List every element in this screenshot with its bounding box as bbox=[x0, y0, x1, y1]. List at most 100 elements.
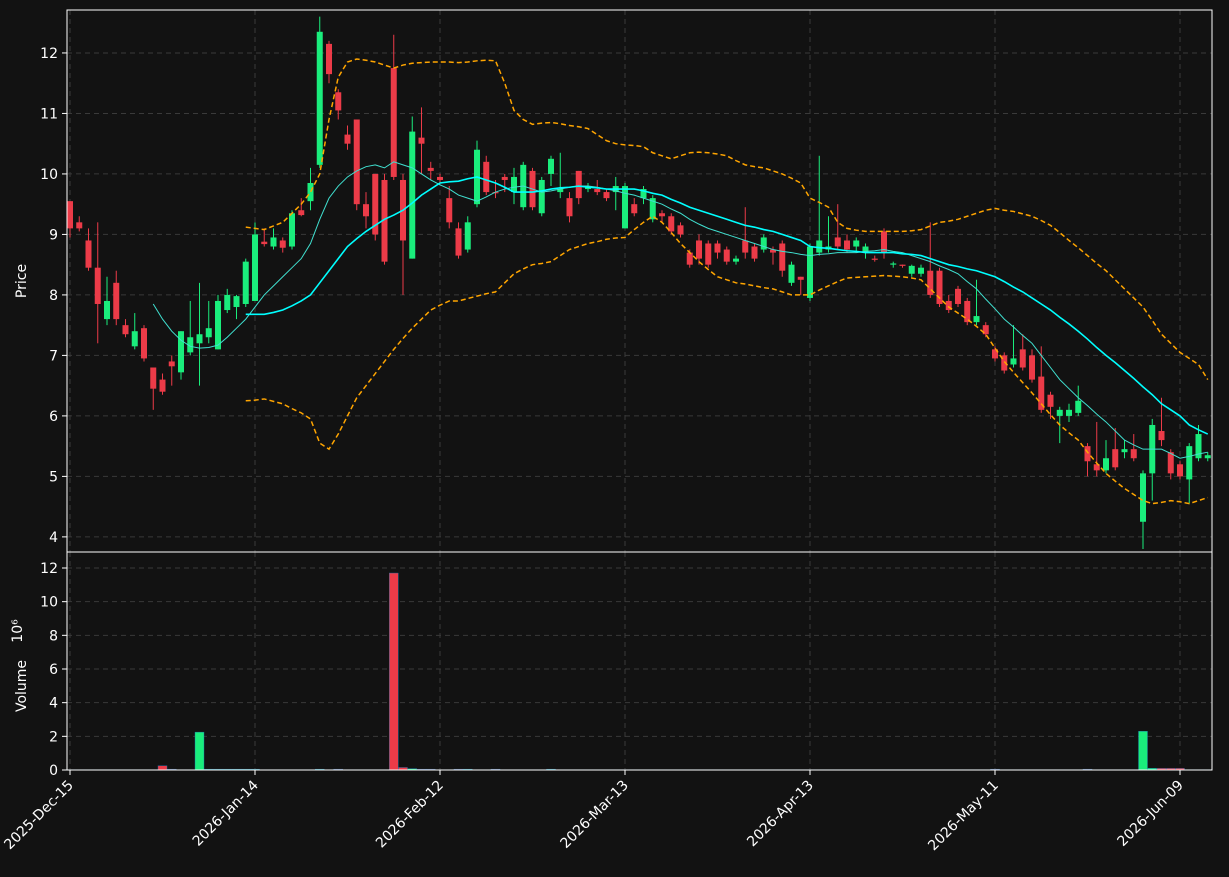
y-tick-label: 4 bbox=[49, 696, 58, 712]
candle-body bbox=[899, 264, 906, 266]
candle-body bbox=[1038, 376, 1045, 410]
candle-body bbox=[779, 243, 786, 271]
candle-body bbox=[603, 192, 610, 199]
candle-body bbox=[168, 361, 175, 367]
candle-body bbox=[381, 179, 388, 262]
candle-body bbox=[483, 161, 490, 193]
candle-body bbox=[372, 173, 379, 235]
candle-body bbox=[908, 265, 915, 274]
y-tick-label: 10 bbox=[40, 595, 58, 611]
candle-body bbox=[446, 198, 453, 223]
candle-body bbox=[1093, 464, 1100, 471]
candle-body bbox=[594, 189, 601, 193]
candle-body bbox=[677, 225, 684, 235]
candle-body bbox=[1167, 452, 1174, 474]
candle-body bbox=[335, 92, 342, 111]
candle-body bbox=[113, 282, 120, 320]
candle-body bbox=[215, 300, 221, 350]
candle-body bbox=[1056, 409, 1063, 416]
candle-body bbox=[1047, 394, 1054, 407]
candle-body bbox=[955, 288, 961, 304]
candle-body bbox=[363, 204, 369, 217]
candle-body bbox=[224, 294, 231, 311]
y-tick-label: 8 bbox=[49, 288, 58, 304]
candle-body bbox=[631, 204, 638, 214]
candle-body bbox=[1075, 400, 1082, 413]
y-tick-label: 10 bbox=[40, 167, 58, 183]
candle-body bbox=[307, 183, 314, 202]
candle-body bbox=[760, 237, 767, 250]
candle-body bbox=[1001, 355, 1008, 371]
candle-body bbox=[1103, 458, 1109, 471]
y-tick-label: 9 bbox=[49, 227, 58, 243]
candle-body bbox=[1186, 446, 1193, 480]
candle-body bbox=[390, 68, 397, 177]
y-tick-label: 8 bbox=[49, 628, 58, 644]
candle-body bbox=[853, 240, 860, 247]
volume-frame bbox=[66, 551, 1213, 771]
candle-body bbox=[1140, 473, 1146, 522]
candle-body bbox=[1121, 449, 1128, 453]
candle-body bbox=[890, 263, 897, 265]
candle-body bbox=[316, 31, 323, 165]
candle-body bbox=[557, 189, 564, 193]
candle-body bbox=[94, 267, 101, 304]
candle-body bbox=[649, 198, 656, 220]
y-tick-label: 0 bbox=[49, 763, 58, 779]
y-tick-label: 5 bbox=[49, 469, 58, 485]
candle-body bbox=[492, 192, 499, 194]
candle-body bbox=[270, 237, 277, 247]
candle-body bbox=[696, 240, 702, 259]
candle-body bbox=[261, 241, 268, 245]
candle-body bbox=[992, 349, 998, 359]
candle-body bbox=[76, 222, 83, 229]
candle-body bbox=[1029, 355, 1035, 380]
candle-body bbox=[770, 249, 776, 253]
candle-body bbox=[159, 379, 166, 392]
candle-body bbox=[714, 243, 721, 253]
candle-body bbox=[1130, 449, 1137, 459]
candle-body bbox=[575, 170, 582, 199]
candle-body bbox=[150, 367, 157, 389]
candle-body bbox=[733, 258, 739, 262]
candle-body bbox=[705, 243, 712, 265]
candle-body bbox=[844, 240, 850, 250]
candle-body bbox=[871, 258, 878, 260]
y-tick-label: 6 bbox=[49, 662, 58, 678]
candle-body bbox=[344, 134, 351, 144]
candle-body bbox=[686, 252, 693, 265]
candle-body bbox=[205, 328, 212, 338]
candle-body bbox=[233, 296, 240, 308]
candle-body bbox=[104, 300, 110, 320]
candle-body bbox=[464, 222, 471, 250]
volume-axis-label: Volume bbox=[14, 660, 30, 712]
candle-body bbox=[187, 337, 194, 353]
candle-body bbox=[927, 270, 934, 295]
volume-bar bbox=[389, 572, 399, 771]
candle-body bbox=[289, 213, 295, 247]
candle-body bbox=[455, 228, 462, 256]
candle-body bbox=[242, 261, 249, 304]
grid-layer bbox=[67, 10, 1212, 771]
candle-body bbox=[622, 186, 628, 229]
candle-body bbox=[640, 189, 647, 199]
candle-body bbox=[409, 131, 416, 259]
candle-body bbox=[1158, 431, 1165, 441]
candle-body bbox=[252, 234, 258, 301]
overlay-line bbox=[245, 215, 1208, 505]
candle-body bbox=[85, 240, 92, 268]
candle-body bbox=[1204, 455, 1211, 459]
volume-bar bbox=[1138, 731, 1148, 771]
volume-bar bbox=[194, 731, 205, 771]
candle-body bbox=[566, 198, 573, 217]
y-tick-label: 12 bbox=[40, 46, 58, 62]
candle-body bbox=[326, 43, 332, 75]
candle-body bbox=[548, 158, 554, 174]
candle-body bbox=[936, 270, 943, 304]
candle-body bbox=[353, 119, 360, 205]
candle-body bbox=[538, 179, 545, 214]
y-tick-label: 12 bbox=[40, 561, 58, 577]
candle-body bbox=[816, 240, 823, 253]
